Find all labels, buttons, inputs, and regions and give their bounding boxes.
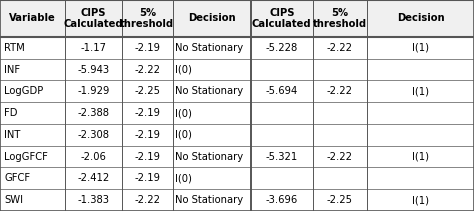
Text: -2.22: -2.22 [327, 43, 353, 53]
Text: -2.22: -2.22 [135, 195, 160, 205]
Text: -2.412: -2.412 [77, 173, 110, 183]
Text: Decision: Decision [188, 14, 236, 23]
Text: I(1): I(1) [412, 195, 429, 205]
Text: -2.22: -2.22 [135, 65, 160, 74]
Text: I(0): I(0) [175, 65, 192, 74]
Text: -3.696: -3.696 [265, 195, 298, 205]
Bar [0, 0, 474, 37]
Text: -2.19: -2.19 [135, 108, 160, 118]
Text: SWI: SWI [4, 195, 23, 205]
Text: -1.17: -1.17 [81, 43, 107, 53]
Bar [0, 189, 474, 211]
Text: -2.19: -2.19 [135, 151, 160, 162]
Text: I(0): I(0) [175, 130, 192, 140]
Text: INF: INF [4, 65, 20, 74]
Text: -1.929: -1.929 [77, 86, 110, 96]
Text: -5.228: -5.228 [265, 43, 298, 53]
Text: -2.22: -2.22 [327, 86, 353, 96]
Text: INT: INT [4, 130, 21, 140]
Text: -2.19: -2.19 [135, 43, 160, 53]
Bar [0, 102, 474, 124]
Text: 5%
threshold: 5% threshold [313, 8, 367, 29]
Text: CIPS
Calculated: CIPS Calculated [64, 8, 123, 29]
Text: 5%
threshold: 5% threshold [120, 8, 174, 29]
Bar [0, 124, 474, 146]
Text: I(1): I(1) [412, 43, 429, 53]
Text: Decision: Decision [397, 14, 444, 23]
Text: No Stationary: No Stationary [175, 86, 244, 96]
Text: I(0): I(0) [175, 108, 192, 118]
Text: LogGFCF: LogGFCF [4, 151, 48, 162]
Text: -5.694: -5.694 [265, 86, 298, 96]
Bar [0, 59, 474, 80]
Bar [0, 37, 474, 59]
Text: No Stationary: No Stationary [175, 43, 244, 53]
Text: -2.22: -2.22 [327, 151, 353, 162]
Text: LogGDP: LogGDP [4, 86, 44, 96]
Text: I(0): I(0) [175, 173, 192, 183]
Text: -2.06: -2.06 [81, 151, 107, 162]
Text: Variable: Variable [9, 14, 56, 23]
Text: I(1): I(1) [412, 151, 429, 162]
Text: -2.25: -2.25 [135, 86, 160, 96]
Bar [0, 168, 474, 189]
Text: No Stationary: No Stationary [175, 151, 244, 162]
Text: -5.943: -5.943 [78, 65, 109, 74]
Text: -5.321: -5.321 [265, 151, 298, 162]
Bar [238, 0, 251, 211]
Text: -2.19: -2.19 [135, 173, 160, 183]
Bar [0, 80, 474, 102]
Text: -2.19: -2.19 [135, 130, 160, 140]
Bar [0, 146, 474, 168]
Text: No Stationary: No Stationary [175, 195, 244, 205]
Text: -2.388: -2.388 [78, 108, 109, 118]
Text: RTM: RTM [4, 43, 25, 53]
Text: -1.383: -1.383 [78, 195, 109, 205]
Text: FD: FD [4, 108, 18, 118]
Text: I(1): I(1) [412, 86, 429, 96]
Text: -2.308: -2.308 [78, 130, 109, 140]
Text: -2.25: -2.25 [327, 195, 353, 205]
Text: GFCF: GFCF [4, 173, 30, 183]
Text: CIPS
Calculated: CIPS Calculated [252, 8, 311, 29]
